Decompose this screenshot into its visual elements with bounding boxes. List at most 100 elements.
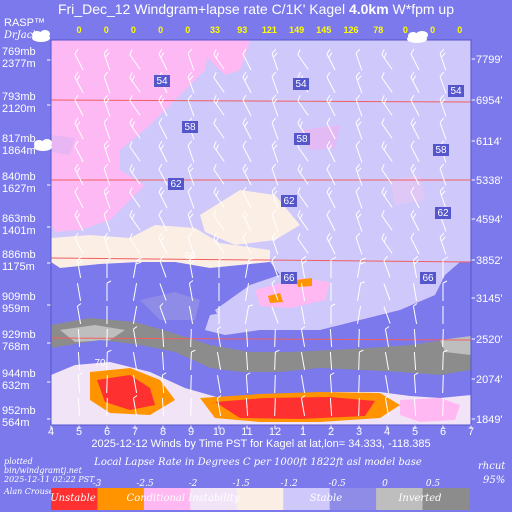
scale-swatch — [329, 488, 377, 510]
wstar-value: 126 — [343, 25, 358, 35]
wind-barb — [244, 257, 255, 278]
wstar-value: 33 — [210, 25, 220, 35]
wind-barb — [187, 163, 195, 186]
wind-barb — [271, 306, 279, 324]
lapse-color-scale: -3 -2.5 -2 -1.5 -1.2 -0.5 0 0.5 Unstable Conditio… — [50, 479, 470, 510]
wind-barb — [300, 255, 307, 278]
x-tick-label: 12 — [269, 426, 281, 438]
footer-script: bin/windgramtj.net — [4, 466, 83, 475]
contour-label: 58 — [433, 144, 449, 156]
wind-barb — [158, 186, 168, 209]
feet-label: 3145' — [476, 293, 503, 305]
wind-barb — [381, 49, 393, 70]
footer-plotted: plotted — [4, 457, 33, 466]
scale-category-label: Conditional Instability — [127, 493, 240, 504]
contour-label: 66 — [420, 272, 436, 284]
wind-barb — [381, 118, 393, 139]
wind-barb — [242, 186, 252, 209]
wind-barb — [413, 328, 417, 348]
wind-barb — [161, 351, 165, 371]
wind-barb — [106, 328, 108, 348]
contour-labels: 54 54 54 58 58 58 62 62 62 66 66 66 70 — [94, 75, 464, 369]
scale-tick-label: -3 — [93, 479, 102, 489]
svg-text:66: 66 — [184, 251, 196, 262]
wind-barb — [442, 328, 444, 348]
feet-label: 6954' — [476, 95, 503, 107]
wind-barb — [161, 397, 165, 417]
wind-barb — [300, 306, 306, 324]
wind-barb — [129, 95, 141, 116]
wind-barb — [132, 352, 138, 370]
wind-barb — [103, 209, 111, 232]
stable-light-region-center — [200, 190, 300, 245]
svg-text:62: 62 — [170, 179, 182, 190]
wind-barb — [439, 186, 447, 209]
svg-text:58: 58 — [184, 122, 196, 133]
title-tail: W*fpm up — [388, 1, 455, 17]
feet-label: 2520' — [476, 334, 503, 346]
wind-barb — [326, 232, 336, 255]
x-tick-label: 2 — [328, 426, 334, 438]
wind-barb — [355, 94, 363, 117]
wind-barb — [132, 306, 138, 324]
wind-barb — [300, 375, 306, 393]
wind-barb — [129, 49, 141, 70]
cloud-icon — [34, 139, 52, 151]
conditional-region-upper-left — [51, 40, 210, 232]
wind-barb — [413, 397, 417, 417]
wind-barb — [297, 95, 309, 116]
wind-barb — [158, 163, 168, 186]
wind-barb — [103, 117, 111, 140]
x-tick-label: 7 — [132, 426, 138, 438]
feet-label: 3852' — [476, 255, 503, 267]
wind-barb — [129, 187, 141, 208]
wind-barb — [188, 306, 194, 324]
scale-tick-label: -2 — [189, 479, 198, 489]
wind-barb — [381, 233, 393, 254]
wind-barb — [297, 233, 309, 254]
wind-barb — [132, 257, 143, 278]
x-tick-label: 4 — [384, 426, 390, 438]
x-tick-label: 1 — [300, 426, 306, 438]
wind-barb — [439, 117, 447, 140]
wind-barb — [271, 71, 279, 94]
wind-barb — [410, 140, 420, 163]
pressure-label: 944mb — [2, 368, 36, 380]
wind-barb — [412, 255, 419, 278]
wind-barb — [442, 349, 448, 371]
unstable-red-left — [97, 375, 155, 410]
wind-barb — [326, 186, 336, 209]
wind-barb — [213, 118, 225, 139]
near-neutral-lower-band — [51, 340, 471, 395]
wind-barb — [410, 48, 420, 71]
scale-swatch — [422, 488, 470, 510]
wind-barb — [271, 186, 279, 209]
wind-barb — [326, 94, 336, 117]
wind-barb — [355, 71, 363, 94]
wind-barb — [356, 306, 362, 324]
level-line — [50, 99, 472, 103]
wind-barb — [381, 95, 393, 116]
conditional-hotspot-2 — [296, 278, 312, 287]
contour-label: 70 — [94, 358, 106, 369]
wind-barb — [355, 140, 363, 163]
x-tick-label: 5 — [76, 426, 82, 438]
wstar-value: 0 — [185, 25, 190, 35]
inverted-band — [51, 318, 471, 375]
wind-barb — [381, 141, 393, 162]
scale-tick-label: -1.2 — [280, 479, 298, 489]
wind-barb — [358, 374, 360, 394]
wind-barb — [159, 302, 167, 324]
wind-barb — [129, 233, 141, 254]
meters-label: 564m — [2, 417, 30, 429]
wind-barb — [381, 164, 393, 185]
scale-swatch — [236, 488, 284, 510]
footer-author: Alan Crouse — [3, 487, 54, 496]
meters-label: 2120m — [2, 103, 36, 115]
wind-barb — [213, 141, 225, 162]
wind-barb — [442, 280, 448, 301]
wind-barb — [129, 141, 141, 162]
svg-text:54: 54 — [295, 79, 307, 90]
wind-barb — [158, 117, 168, 140]
